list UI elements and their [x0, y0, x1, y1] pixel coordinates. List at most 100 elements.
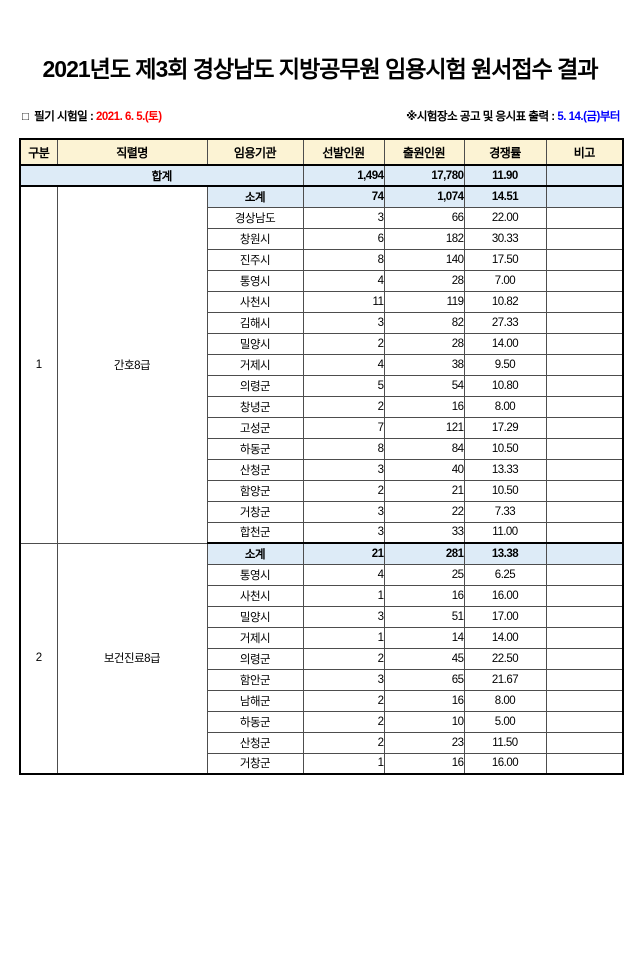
applied-cell: 119 — [383, 290, 465, 313]
applied-cell: 182 — [383, 227, 465, 250]
agency-cell: 함안군 — [206, 668, 304, 691]
agency-cell: 하동군 — [206, 437, 304, 460]
note-cell — [545, 731, 624, 754]
ratio-cell: 27.33 — [463, 311, 547, 334]
selected-cell: 3 — [302, 458, 385, 481]
subtotal-row: 1 간호8급 소계 74 1,074 14.51 — [19, 185, 624, 544]
ratio-cell: 10.82 — [463, 290, 547, 313]
col-header-selected: 선발인원 — [302, 138, 385, 166]
applied-cell: 16 — [383, 752, 465, 775]
results-table: 구분 직렬명 임용기관 선발인원 출원인원 경쟁률 비고 합계 1,494 17… — [19, 138, 624, 775]
col-header-gubun: 구분 — [19, 138, 58, 166]
subtotal-note-cell — [545, 542, 624, 565]
agency-cell: 통영시 — [206, 563, 304, 586]
selected-cell: 2 — [302, 479, 385, 502]
subtotal-selected-cell: 21 — [302, 542, 385, 565]
selected-cell: 8 — [302, 437, 385, 460]
note-cell — [545, 206, 624, 229]
agency-cell: 진주시 — [206, 248, 304, 271]
col-header-agency: 임용기관 — [206, 138, 304, 166]
exam-date-line: □ 필기 시험일 : 2021. 6. 5.(토) — [22, 108, 162, 124]
selected-cell: 7 — [302, 416, 385, 439]
table-row: 하동군 8 84 10.50 — [20, 437, 624, 460]
selected-cell: 3 — [302, 311, 385, 334]
applied-cell: 45 — [383, 647, 465, 670]
ratio-cell: 22.50 — [463, 647, 547, 670]
selected-cell: 4 — [302, 563, 385, 586]
table-row: 사천시 1 16 16.00 — [20, 584, 624, 607]
applied-cell: 33 — [383, 521, 465, 544]
applied-cell: 140 — [383, 248, 465, 271]
ratio-cell: 22.00 — [463, 206, 547, 229]
ratio-cell: 16.00 — [463, 584, 547, 607]
subtotal-label-cell: 소계 — [206, 542, 304, 565]
applied-cell: 25 — [383, 563, 465, 586]
applied-cell: 23 — [383, 731, 465, 754]
applied-cell: 10 — [383, 710, 465, 733]
ratio-cell: 30.33 — [463, 227, 547, 250]
notice-label: ※시험장소 공고 및 응시표 출력 : — [406, 111, 555, 123]
agency-cell: 의령군 — [206, 374, 304, 397]
applied-cell: 51 — [383, 605, 465, 628]
col-header-series: 직렬명 — [56, 138, 208, 166]
note-cell — [545, 500, 624, 523]
applied-cell: 66 — [383, 206, 465, 229]
table-row: 거제시 1 14 14.00 — [20, 626, 624, 649]
subtotal-note-cell — [545, 185, 624, 208]
ratio-cell: 17.50 — [463, 248, 547, 271]
note-cell — [545, 353, 624, 376]
subtotal-row: 2 보건진료8급 소계 21 281 13.38 — [19, 542, 624, 775]
ratio-cell: 10.50 — [463, 437, 547, 460]
note-cell — [545, 605, 624, 628]
note-cell — [545, 332, 624, 355]
col-header-ratio: 경쟁률 — [463, 138, 547, 166]
col-header-note: 비고 — [545, 138, 624, 166]
note-cell — [545, 290, 624, 313]
agency-cell: 거제시 — [206, 626, 304, 649]
exam-date-label: 필기 시험일 : — [34, 111, 94, 123]
note-cell — [545, 710, 624, 733]
ratio-cell: 6.25 — [463, 563, 547, 586]
group-no-cell: 2 — [19, 542, 58, 775]
col-header-applied: 출원인원 — [383, 138, 465, 166]
table-row: 거창군 3 22 7.33 — [20, 500, 624, 523]
ratio-cell: 14.00 — [463, 626, 547, 649]
agency-cell: 하동군 — [206, 710, 304, 733]
table-row: 창녕군 2 16 8.00 — [20, 395, 624, 418]
ratio-cell: 8.00 — [463, 395, 547, 418]
selected-cell: 6 — [302, 227, 385, 250]
applied-cell: 28 — [383, 269, 465, 292]
applied-cell: 16 — [383, 395, 465, 418]
subtotal-ratio-cell: 13.38 — [463, 542, 547, 565]
note-cell — [545, 584, 624, 607]
ratio-cell: 10.80 — [463, 374, 547, 397]
agency-cell: 고성군 — [206, 416, 304, 439]
agency-cell: 함양군 — [206, 479, 304, 502]
note-cell — [545, 416, 624, 439]
agency-cell: 창원시 — [206, 227, 304, 250]
agency-cell: 통영시 — [206, 269, 304, 292]
selected-cell: 1 — [302, 752, 385, 775]
exam-date-value: 2021. 6. 5.(토) — [95, 111, 162, 123]
note-cell — [545, 374, 624, 397]
table-row: 김해시 3 82 27.33 — [20, 311, 624, 334]
total-row: 합계 1,494 17,780 11.90 — [19, 164, 624, 187]
table-row: 경상남도 3 66 22.00 — [20, 206, 624, 229]
selected-cell: 1 — [302, 584, 385, 607]
table-header: 구분 직렬명 임용기관 선발인원 출원인원 경쟁률 비고 — [19, 138, 624, 166]
table-row: 남해군 2 16 8.00 — [20, 689, 624, 712]
ratio-cell: 8.00 — [463, 689, 547, 712]
agency-cell: 밀양시 — [206, 332, 304, 355]
agency-cell: 거제시 — [206, 353, 304, 376]
selected-cell: 5 — [302, 374, 385, 397]
applied-cell: 84 — [383, 437, 465, 460]
table-row: 의령군 2 45 22.50 — [20, 647, 624, 670]
agency-cell: 밀양시 — [206, 605, 304, 628]
note-cell — [545, 647, 624, 670]
note-cell — [545, 458, 624, 481]
applied-cell: 22 — [383, 500, 465, 523]
note-cell — [545, 311, 624, 334]
agency-cell: 합천군 — [206, 521, 304, 544]
table-row: 하동군 2 10 5.00 — [20, 710, 624, 733]
selected-cell: 3 — [302, 605, 385, 628]
